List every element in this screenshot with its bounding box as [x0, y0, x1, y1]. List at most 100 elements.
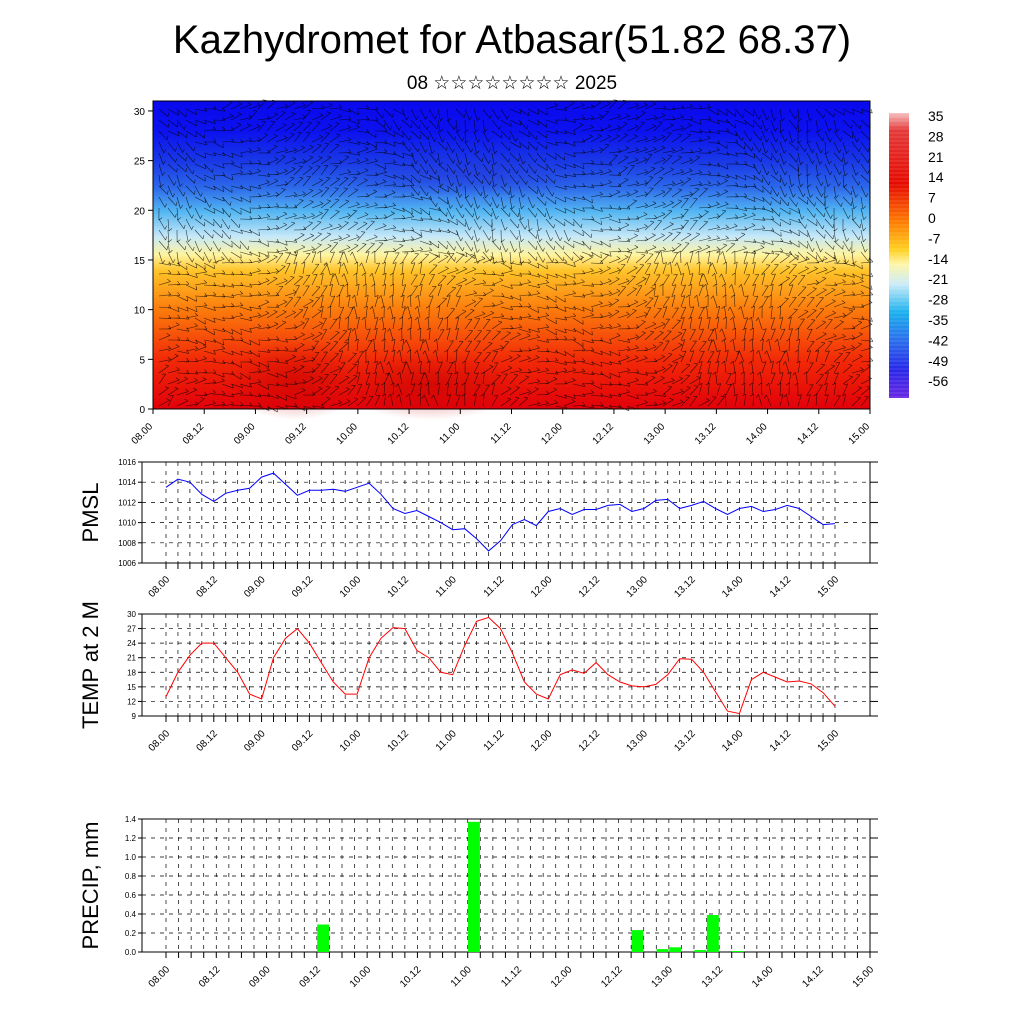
wind-barb: [329, 123, 340, 132]
wind-barb: [680, 329, 687, 341]
wind-barb: [410, 295, 412, 308]
wind-barb-flag: [851, 291, 856, 295]
wind-barb: [766, 350, 772, 363]
wind-barb: [302, 318, 310, 330]
wind-barb-flag: [791, 183, 795, 187]
wind-barb-flag: [396, 350, 401, 354]
wind-barb-flag: [425, 382, 429, 386]
wind-barb: [446, 383, 449, 396]
panel-frame: [141, 613, 871, 717]
wind-barb: [833, 362, 841, 374]
wind-barb: [563, 229, 569, 242]
wind-barb: [779, 372, 784, 385]
wind-barb-flag: [661, 201, 666, 205]
wind-barb: [779, 284, 783, 297]
wind-barb: [176, 391, 189, 396]
wind-barb-flag: [645, 371, 649, 376]
wind-barb-flag: [213, 175, 216, 180]
wind-barb: [518, 294, 531, 297]
wind-barb-flag: [213, 291, 217, 296]
wind-barb-flag: [757, 371, 761, 376]
wind-barb-flag: [430, 274, 435, 276]
wind-barb: [788, 218, 801, 224]
wind-barb: [731, 284, 736, 297]
wind-barb: [338, 108, 351, 113]
wind-barb-flag: [451, 275, 456, 277]
wind-barb-flag: [420, 273, 426, 276]
wind-barb-flag: [328, 284, 333, 287]
wind-barb: [257, 121, 266, 132]
wind-barb-flag: [439, 161, 443, 166]
wind-barb: [653, 214, 666, 220]
wind-barb-flag: [452, 159, 455, 164]
wind-barb: [248, 240, 261, 243]
wind-barb-flag: [555, 336, 559, 340]
wind-barb: [572, 371, 585, 374]
wind-barb-flag: [698, 181, 703, 185]
wind-barb: [617, 157, 629, 165]
wind-barb: [833, 163, 840, 175]
wind-barb: [221, 262, 234, 264]
wind-barb-flag: [822, 225, 825, 230]
wind-barb: [221, 305, 234, 308]
wind-barb: [752, 393, 754, 407]
wind-barb-flag: [322, 329, 327, 331]
wind-barb: [158, 152, 164, 165]
wind-barb: [794, 372, 799, 385]
wind-barb-flag: [520, 216, 524, 221]
wind-barb: [617, 207, 630, 210]
wind-barb: [230, 240, 241, 249]
wind-barb: [320, 125, 333, 132]
wind-barb: [842, 251, 847, 264]
wind-barb-flag: [332, 273, 336, 278]
wind-barb: [401, 252, 409, 264]
wind-barb: [446, 119, 455, 130]
wind-barb: [257, 405, 270, 411]
wind-barb-flag: [338, 113, 342, 117]
wind-barb: [797, 318, 805, 330]
wind-barb-flag: [634, 245, 639, 248]
wind-barb: [353, 306, 358, 319]
wind-barb: [707, 174, 720, 177]
wind-barb-flag: [438, 228, 442, 232]
wind-barb: [176, 152, 187, 162]
wind-barb: [554, 251, 564, 262]
wind-barb: [437, 383, 441, 396]
wind-barb: [212, 393, 225, 396]
wind-barb-flag: [652, 101, 656, 105]
wind-barb-flag: [555, 119, 558, 124]
wind-barb-flag: [510, 264, 512, 269]
wind-barb-flag: [276, 373, 279, 378]
wind-barb-flag: [327, 244, 332, 247]
wind-barb-flag: [485, 194, 489, 198]
wind-barb: [715, 372, 718, 385]
wind-barb-flag: [821, 182, 824, 186]
wind-barb-flag: [825, 206, 829, 210]
wind-barb: [446, 251, 455, 262]
wind-barb: [329, 306, 332, 319]
wind-barb: [230, 315, 243, 319]
wind-barb: [464, 152, 468, 165]
wind-barb: [617, 280, 630, 286]
wind-barb: [383, 213, 395, 220]
wind-barb: [707, 216, 720, 220]
wind-barb-flag: [496, 204, 500, 209]
wind-barb-flag: [777, 382, 782, 386]
wind-barb: [338, 171, 351, 176]
wind-barb-flag: [212, 379, 217, 383]
wind-barb: [581, 284, 594, 287]
wind-barb-flag: [370, 338, 374, 342]
wind-barb-flag: [418, 124, 421, 129]
wind-barb: [716, 317, 720, 330]
wind-barb-flag: [186, 349, 190, 354]
wind-barb: [293, 177, 304, 187]
wind-barb-flag: [632, 287, 637, 290]
wind-barb-flag: [346, 294, 351, 298]
wind-barb: [860, 251, 869, 262]
wind-barb-flag: [334, 352, 339, 355]
wind-barb-flag: [381, 382, 385, 386]
wind-barb: [689, 216, 702, 220]
wind-barb: [527, 141, 537, 151]
